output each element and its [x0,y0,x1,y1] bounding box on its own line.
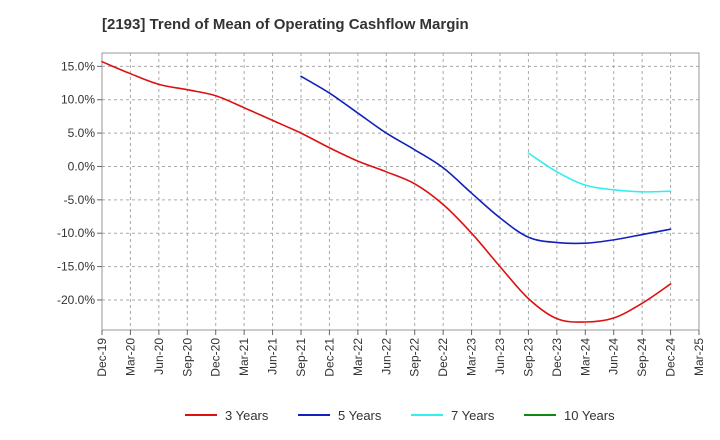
x-tick-label: Mar-23 [465,338,479,376]
x-tick-label: Mar-20 [123,338,137,376]
x-tick-label: Jun-24 [607,338,621,375]
x-tick-label: Sep-21 [294,338,308,377]
x-tick-label: Sep-23 [521,338,535,377]
series-line-5-years [300,75,672,245]
x-tick-label: Dec-24 [664,338,678,377]
x-tick-label: Jun-21 [266,338,280,375]
series-lines [101,60,672,323]
y-axis-ticks: 15.0% 10.0% 5.0% 0.0% -5.0% -10.0% -15.0% -20.0… [57,59,102,307]
x-tick-label: Sep-24 [635,338,649,377]
grid-lines [102,53,699,330]
plot-area-frame [101,52,700,331]
x-tick-label: Dec-20 [209,338,223,377]
y-tick-label: -10.0% [57,226,95,240]
x-tick-label: Mar-21 [237,338,251,376]
y-tick-label: 0.0% [68,159,96,173]
x-tick-label: Jun-22 [379,338,393,375]
x-tick-label: Dec-22 [436,338,450,377]
x-tick-label: Dec-21 [322,338,336,377]
series-line-7-years [527,152,672,193]
legend-label: 3 Years [225,408,269,423]
x-axis-ticks: Dec-19 Mar-20 Jun-20 Sep-20 Dec-20 Mar-21 Jun-… [95,330,706,377]
x-tick-label: Sep-20 [180,338,194,377]
y-tick-label: 15.0% [61,59,95,73]
legend-label: 10 Years [564,408,615,423]
x-tick-label: Dec-23 [550,338,564,377]
x-tick-label: Mar-22 [351,338,365,376]
x-tick-label: Mar-24 [578,338,592,376]
x-tick-label: Mar-25 [692,338,706,376]
y-tick-label: 5.0% [68,126,96,140]
y-tick-label: -5.0% [64,193,96,207]
y-tick-label: -20.0% [57,293,95,307]
series-line-3-years [101,60,672,323]
x-tick-label: Jun-20 [152,338,166,375]
legend-label: 5 Years [338,408,382,423]
legend: 3 Years 5 Years 7 Years 10 Years [185,408,615,423]
chart-title: [2193] Trend of Mean of Operating Cashfl… [102,16,469,33]
x-tick-label: Dec-19 [95,338,109,377]
y-tick-label: -15.0% [57,260,95,274]
x-tick-label: Sep-22 [408,338,422,377]
y-tick-label: 10.0% [61,93,95,107]
x-tick-label: Jun-23 [493,338,507,375]
legend-label: 7 Years [451,408,495,423]
